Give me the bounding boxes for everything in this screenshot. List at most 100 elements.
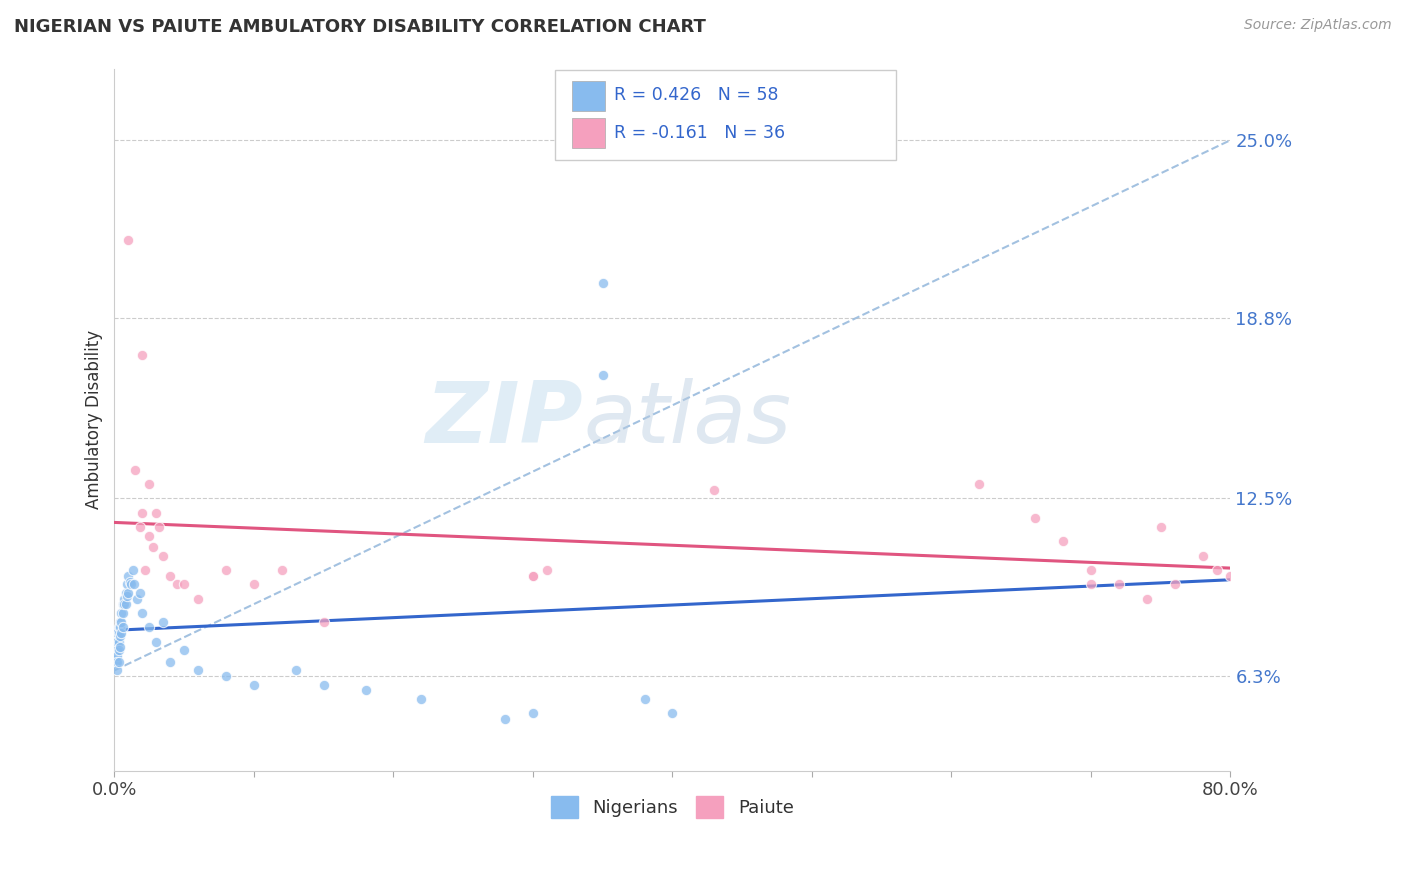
Nigerians bbox=[128, 586, 150, 600]
Nigerians bbox=[131, 606, 153, 620]
Nigerians bbox=[108, 640, 131, 655]
Nigerians bbox=[107, 634, 129, 648]
Nigerians bbox=[111, 598, 134, 612]
Nigerians bbox=[107, 620, 129, 634]
Paiute bbox=[1080, 563, 1102, 577]
Nigerians bbox=[118, 574, 141, 589]
Nigerians bbox=[125, 591, 148, 606]
Paiute bbox=[536, 563, 558, 577]
Nigerians bbox=[121, 563, 143, 577]
Y-axis label: Ambulatory Disability: Ambulatory Disability bbox=[86, 330, 103, 509]
Paiute bbox=[148, 520, 170, 534]
Nigerians bbox=[110, 606, 132, 620]
Nigerians bbox=[110, 626, 132, 640]
Legend: Nigerians, Paiute: Nigerians, Paiute bbox=[544, 789, 801, 825]
Nigerians bbox=[117, 569, 139, 583]
Nigerians bbox=[104, 634, 127, 648]
Paiute bbox=[522, 569, 544, 583]
Nigerians bbox=[104, 643, 127, 657]
Paiute bbox=[1108, 577, 1130, 591]
Paiute bbox=[1052, 534, 1074, 549]
Paiute bbox=[1191, 549, 1213, 563]
Paiute bbox=[152, 549, 174, 563]
Nigerians bbox=[120, 577, 142, 591]
Nigerians bbox=[105, 643, 128, 657]
Nigerians bbox=[112, 591, 135, 606]
Paiute bbox=[124, 463, 146, 477]
Paiute bbox=[134, 563, 156, 577]
Text: atlas: atlas bbox=[583, 378, 792, 461]
Nigerians bbox=[107, 655, 129, 669]
Nigerians bbox=[138, 620, 160, 634]
Paiute bbox=[131, 506, 153, 520]
Paiute bbox=[1136, 591, 1159, 606]
Nigerians bbox=[159, 655, 181, 669]
Nigerians bbox=[111, 606, 134, 620]
FancyBboxPatch shape bbox=[555, 70, 896, 160]
Nigerians bbox=[117, 586, 139, 600]
Nigerians bbox=[173, 643, 195, 657]
Nigerians bbox=[105, 648, 128, 663]
Nigerians bbox=[522, 706, 544, 721]
Nigerians bbox=[114, 598, 136, 612]
Nigerians bbox=[494, 712, 516, 726]
Nigerians bbox=[108, 629, 131, 643]
Nigerians bbox=[215, 669, 238, 683]
Nigerians bbox=[114, 586, 136, 600]
Nigerians bbox=[122, 577, 145, 591]
Nigerians bbox=[354, 683, 377, 698]
Text: R = 0.426   N = 58: R = 0.426 N = 58 bbox=[614, 87, 779, 104]
Paiute bbox=[117, 234, 139, 248]
Nigerians bbox=[592, 277, 614, 291]
Text: NIGERIAN VS PAIUTE AMBULATORY DISABILITY CORRELATION CHART: NIGERIAN VS PAIUTE AMBULATORY DISABILITY… bbox=[14, 18, 706, 36]
Nigerians bbox=[661, 706, 683, 721]
Nigerians bbox=[107, 643, 129, 657]
Paiute bbox=[187, 591, 209, 606]
Paiute bbox=[312, 615, 335, 629]
Paiute bbox=[131, 348, 153, 362]
Paiute bbox=[1024, 511, 1046, 525]
Paiute bbox=[138, 477, 160, 491]
Paiute bbox=[215, 563, 238, 577]
Nigerians bbox=[105, 626, 128, 640]
Nigerians bbox=[108, 615, 131, 629]
Paiute bbox=[1150, 520, 1173, 534]
Text: R = -0.161   N = 36: R = -0.161 N = 36 bbox=[614, 124, 786, 142]
Paiute bbox=[159, 569, 181, 583]
Nigerians bbox=[110, 615, 132, 629]
Paiute bbox=[1163, 577, 1185, 591]
Nigerians bbox=[145, 634, 167, 648]
Paiute bbox=[142, 540, 165, 554]
Nigerians bbox=[115, 589, 138, 603]
Nigerians bbox=[152, 615, 174, 629]
Paiute bbox=[243, 577, 266, 591]
Nigerians bbox=[633, 692, 655, 706]
Nigerians bbox=[592, 368, 614, 383]
Nigerians bbox=[112, 598, 135, 612]
Paiute bbox=[166, 577, 188, 591]
Nigerians bbox=[104, 648, 127, 663]
Nigerians bbox=[105, 634, 128, 648]
FancyBboxPatch shape bbox=[572, 81, 606, 111]
Paiute bbox=[128, 520, 150, 534]
Nigerians bbox=[284, 664, 307, 678]
Paiute bbox=[969, 477, 991, 491]
Paiute bbox=[145, 506, 167, 520]
Paiute bbox=[270, 563, 292, 577]
Paiute bbox=[522, 569, 544, 583]
Text: Source: ZipAtlas.com: Source: ZipAtlas.com bbox=[1244, 18, 1392, 32]
Nigerians bbox=[104, 655, 127, 669]
Nigerians bbox=[115, 577, 138, 591]
Nigerians bbox=[111, 620, 134, 634]
Nigerians bbox=[312, 678, 335, 692]
Nigerians bbox=[105, 664, 128, 678]
Nigerians bbox=[187, 664, 209, 678]
Nigerians bbox=[107, 626, 129, 640]
Paiute bbox=[1080, 577, 1102, 591]
FancyBboxPatch shape bbox=[572, 119, 606, 148]
Paiute bbox=[1205, 563, 1227, 577]
Paiute bbox=[138, 529, 160, 543]
Nigerians bbox=[243, 678, 266, 692]
Text: ZIP: ZIP bbox=[426, 378, 583, 461]
Nigerians bbox=[411, 692, 433, 706]
